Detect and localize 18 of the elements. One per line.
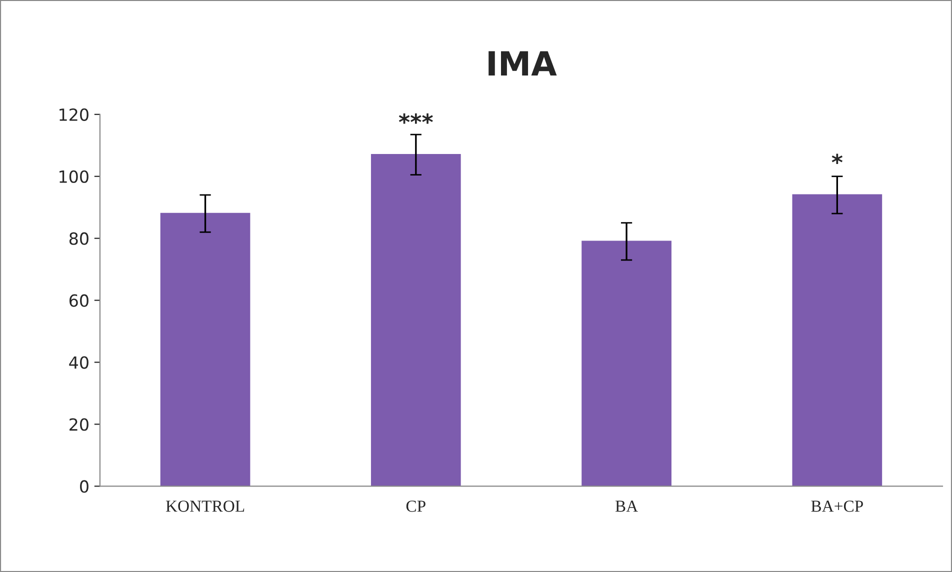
y-tick-label: 20 bbox=[70, 418, 88, 431]
bar bbox=[370, 154, 461, 486]
y-tick-label: 100 bbox=[60, 170, 88, 183]
chart-title: IMA bbox=[488, 51, 557, 76]
bar bbox=[582, 240, 672, 486]
x-tick-label: CP bbox=[406, 500, 426, 512]
y-tick-label: 80 bbox=[69, 232, 88, 245]
y-tick-label: 40 bbox=[69, 356, 88, 369]
x-tick-label: KONTROL bbox=[166, 500, 244, 512]
x-tick-label: BA bbox=[615, 500, 638, 512]
bar bbox=[160, 212, 250, 486]
x-tick-label: BA+CP bbox=[811, 500, 863, 512]
annotation: *** bbox=[398, 113, 433, 124]
y-tick-label: 60 bbox=[70, 294, 88, 307]
y-tick-label: 120 bbox=[60, 108, 88, 121]
bar bbox=[792, 194, 882, 486]
annotation: * bbox=[832, 154, 843, 164]
y-tick-label: 0 bbox=[80, 480, 88, 493]
